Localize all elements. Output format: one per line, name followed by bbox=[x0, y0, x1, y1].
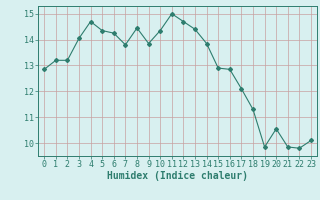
X-axis label: Humidex (Indice chaleur): Humidex (Indice chaleur) bbox=[107, 171, 248, 181]
